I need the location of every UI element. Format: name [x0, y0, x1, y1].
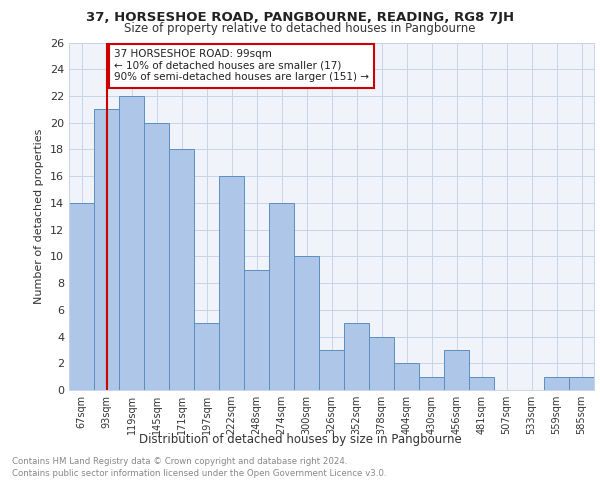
Bar [69, 203, 94, 390]
Bar [169, 150, 194, 390]
Y-axis label: Number of detached properties: Number of detached properties [34, 128, 44, 304]
Text: 37 HORSESHOE ROAD: 99sqm
← 10% of detached houses are smaller (17)
90% of semi-d: 37 HORSESHOE ROAD: 99sqm ← 10% of detach… [114, 49, 369, 82]
Bar [544, 376, 569, 390]
Bar [269, 203, 294, 390]
Bar [94, 110, 119, 390]
Bar [194, 323, 219, 390]
Bar [569, 376, 594, 390]
Text: Size of property relative to detached houses in Pangbourne: Size of property relative to detached ho… [124, 22, 476, 35]
Text: 37, HORSESHOE ROAD, PANGBOURNE, READING, RG8 7JH: 37, HORSESHOE ROAD, PANGBOURNE, READING,… [86, 11, 514, 24]
Bar [394, 364, 419, 390]
Bar [369, 336, 394, 390]
Bar [144, 122, 169, 390]
Bar [244, 270, 269, 390]
Text: Distribution of detached houses by size in Pangbourne: Distribution of detached houses by size … [139, 432, 461, 446]
Text: Contains HM Land Registry data © Crown copyright and database right 2024.: Contains HM Land Registry data © Crown c… [12, 458, 347, 466]
Bar [419, 376, 444, 390]
Bar [444, 350, 469, 390]
Bar [119, 96, 144, 390]
Bar [344, 323, 369, 390]
Bar [469, 376, 494, 390]
Bar [319, 350, 344, 390]
Bar [219, 176, 244, 390]
Bar [294, 256, 319, 390]
Text: Contains public sector information licensed under the Open Government Licence v3: Contains public sector information licen… [12, 469, 386, 478]
